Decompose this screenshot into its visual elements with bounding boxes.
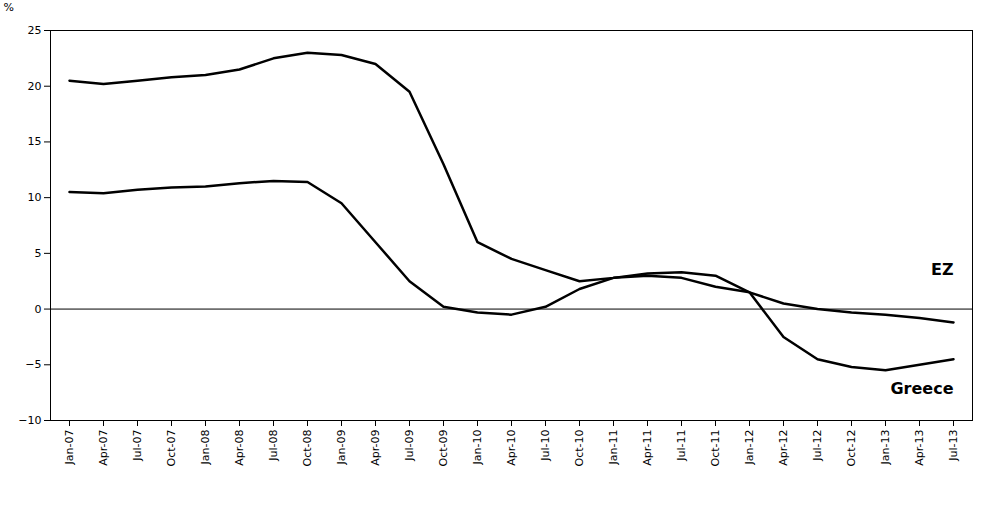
- svg-text:Jan-07: Jan-07: [63, 430, 76, 466]
- svg-text:Apr-11: Apr-11: [641, 430, 654, 466]
- svg-text:Apr-07: Apr-07: [97, 430, 110, 466]
- svg-text:Oct-07: Oct-07: [165, 430, 178, 467]
- svg-text:Jan-13: Jan-13: [879, 430, 892, 466]
- svg-text:Jan-12: Jan-12: [743, 430, 756, 466]
- svg-text:Oct-12: Oct-12: [845, 430, 858, 467]
- svg-text:Oct-11: Oct-11: [709, 430, 722, 467]
- svg-text:Greece: Greece: [890, 379, 953, 398]
- svg-text:Jul-08: Jul-08: [267, 430, 280, 462]
- svg-text:Jul-09: Jul-09: [403, 430, 416, 462]
- svg-text:Jul-12: Jul-12: [811, 430, 824, 462]
- svg-text:15: 15: [28, 135, 42, 148]
- svg-text:%: %: [4, 1, 14, 14]
- svg-text:Apr-10: Apr-10: [505, 430, 518, 466]
- svg-text:Oct-09: Oct-09: [437, 430, 450, 467]
- svg-text:Jul-11: Jul-11: [675, 430, 688, 462]
- svg-text:Jan-10: Jan-10: [471, 430, 484, 466]
- svg-text:Apr-08: Apr-08: [233, 430, 246, 466]
- svg-text:0: 0: [35, 303, 42, 316]
- svg-text:20: 20: [28, 80, 42, 93]
- svg-text:10: 10: [28, 191, 42, 204]
- svg-text:Apr-09: Apr-09: [369, 430, 382, 466]
- svg-text:5: 5: [35, 247, 42, 260]
- svg-text:Apr-13: Apr-13: [913, 430, 926, 466]
- svg-text:Jul-13: Jul-13: [947, 430, 960, 462]
- svg-text:Apr-12: Apr-12: [777, 430, 790, 466]
- svg-text:Jul-10: Jul-10: [539, 430, 552, 462]
- svg-text:EZ: EZ: [931, 260, 954, 279]
- svg-text:25: 25: [28, 24, 42, 37]
- svg-text:Jan-09: Jan-09: [335, 430, 348, 466]
- svg-text:−10: −10: [18, 414, 41, 427]
- svg-text:Jul-07: Jul-07: [131, 430, 144, 462]
- svg-text:−5: −5: [25, 358, 41, 371]
- svg-text:Jan-11: Jan-11: [607, 430, 620, 466]
- svg-text:Oct-08: Oct-08: [301, 430, 314, 467]
- svg-text:Oct-10: Oct-10: [573, 430, 586, 467]
- svg-text:Jan-08: Jan-08: [199, 430, 212, 466]
